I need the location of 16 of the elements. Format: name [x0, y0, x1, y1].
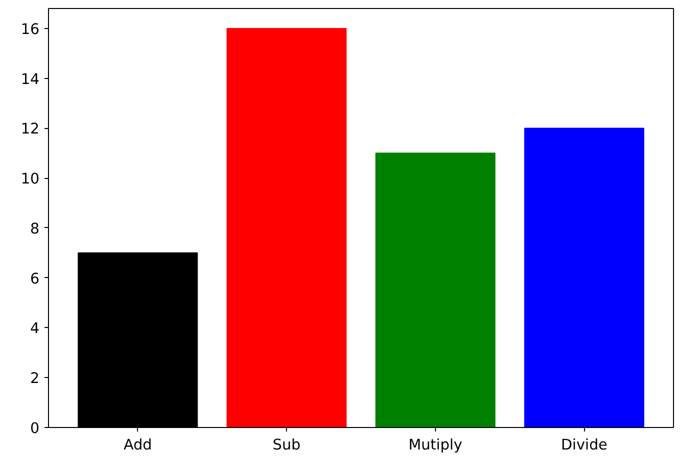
bar: [375, 152, 496, 428]
x-tick-label: Mutiply: [408, 436, 463, 454]
bar: [226, 28, 347, 428]
y-tick-label: 0: [30, 420, 40, 437]
y-tick-label: 6: [30, 270, 40, 288]
x-tick-label: Add: [124, 436, 152, 454]
y-tick-label: 14: [20, 70, 40, 88]
y-tick-label: 12: [20, 120, 40, 138]
bar: [524, 128, 644, 428]
y-tick-label: 8: [30, 220, 40, 238]
y-tick-label: 10: [20, 170, 40, 188]
y-tick-label: 16: [20, 20, 40, 38]
x-tick-label: Sub: [272, 436, 301, 454]
y-tick-label: 4: [30, 320, 40, 338]
y-tick-label: 2: [30, 370, 40, 388]
x-tick-label: Divide: [561, 436, 608, 454]
